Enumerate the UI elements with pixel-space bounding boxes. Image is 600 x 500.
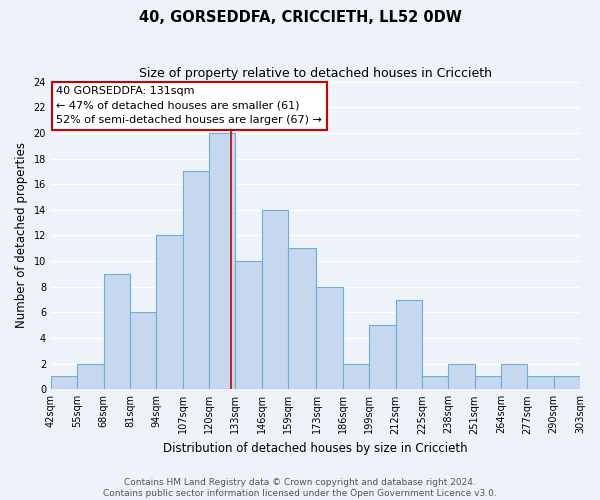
Bar [77, 364, 104, 390]
Bar [448, 364, 475, 390]
Bar [157, 236, 182, 390]
Bar [422, 376, 448, 390]
Text: Contains HM Land Registry data © Crown copyright and database right 2024.
Contai: Contains HM Land Registry data © Crown c… [103, 478, 497, 498]
Bar [395, 300, 422, 390]
Y-axis label: Number of detached properties: Number of detached properties [15, 142, 28, 328]
Text: 40 GORSEDDFA: 131sqm
← 47% of detached houses are smaller (61)
52% of semi-detac: 40 GORSEDDFA: 131sqm ← 47% of detached h… [56, 86, 322, 125]
Bar [130, 312, 157, 390]
Bar [527, 376, 554, 390]
Bar [182, 172, 209, 390]
Bar [262, 210, 288, 390]
Bar [369, 325, 395, 390]
Bar [288, 248, 316, 390]
Bar [475, 376, 501, 390]
X-axis label: Distribution of detached houses by size in Criccieth: Distribution of detached houses by size … [163, 442, 468, 455]
Bar [235, 261, 262, 390]
Bar [209, 133, 235, 390]
Bar [501, 364, 527, 390]
Text: 40, GORSEDDFA, CRICCIETH, LL52 0DW: 40, GORSEDDFA, CRICCIETH, LL52 0DW [139, 10, 461, 25]
Bar [51, 376, 77, 390]
Bar [343, 364, 369, 390]
Bar [316, 287, 343, 390]
Bar [104, 274, 130, 390]
Bar [554, 376, 580, 390]
Title: Size of property relative to detached houses in Criccieth: Size of property relative to detached ho… [139, 68, 492, 80]
